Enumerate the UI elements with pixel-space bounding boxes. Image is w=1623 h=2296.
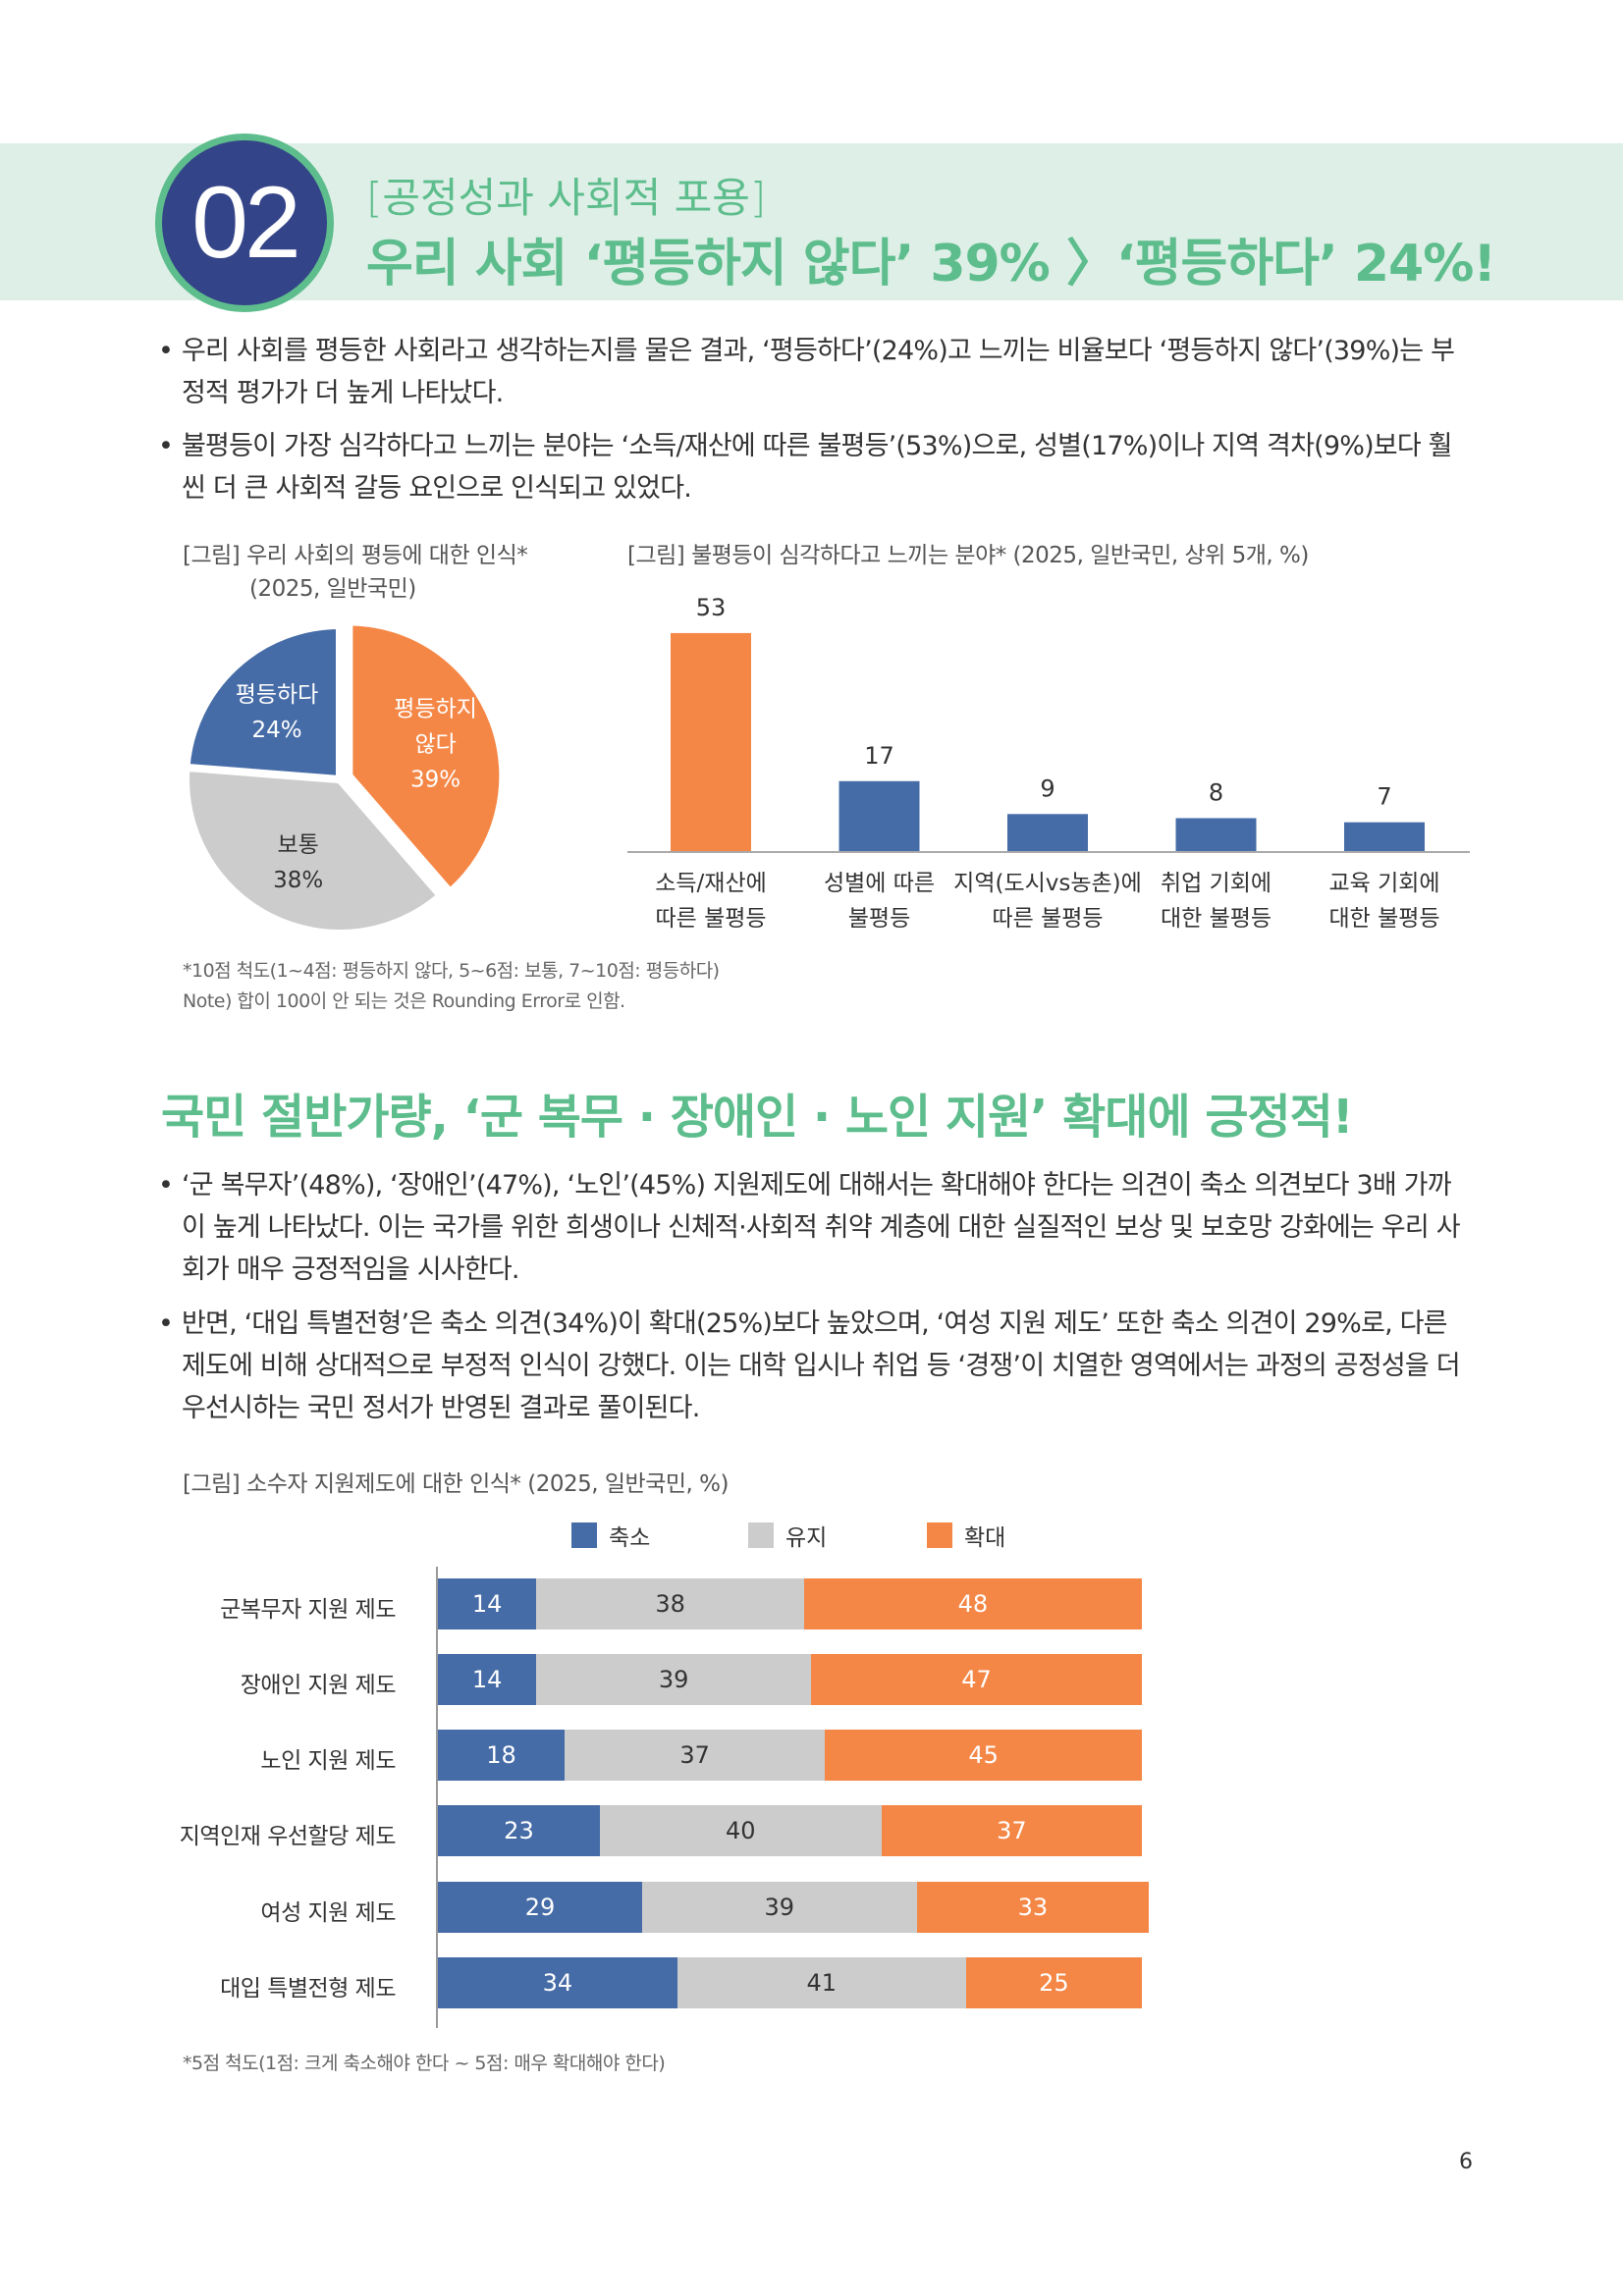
stacked-segment: 39 [536, 1654, 811, 1705]
bar-category-label: 성별에 따른 [824, 871, 935, 896]
pie-label: 평등하지 [394, 697, 477, 722]
stacked-axis [436, 1567, 438, 2028]
row-label: 노인 지원 제도 [260, 1748, 396, 1774]
stacked-caption: [그림] 소수자 지원제도에 대한 인식* (2025, 일반국민, %) [183, 1471, 729, 1497]
stacked-segment: 14 [438, 1578, 537, 1629]
stacked-segment: 39 [641, 1882, 917, 1933]
stacked-segment: 38 [536, 1578, 804, 1629]
pie-label: 않다 [414, 732, 456, 758]
bar [1007, 814, 1088, 851]
legend-item-expand: 확대 [927, 1519, 1005, 1552]
bar-value-label: 8 [1209, 778, 1223, 806]
legend-label: 축소 [609, 1525, 651, 1551]
legend-swatch [571, 1522, 597, 1548]
row-label: 지역인재 우선할당 제도 [179, 1824, 397, 1849]
stacked-segment: 48 [803, 1578, 1142, 1629]
row-label: 장애인 지원 제도 [240, 1673, 397, 1698]
stacked-segment: 29 [438, 1882, 642, 1933]
pie-label: 39% [410, 768, 460, 793]
bar-category-label: 소득/재산에 [655, 871, 767, 896]
bar-value-label: 9 [1040, 774, 1055, 802]
pie-label: 평등하다 [236, 682, 319, 708]
legend-label: 유지 [785, 1525, 828, 1551]
stacked-segment: 25 [965, 1957, 1142, 2008]
legend-item-shrink: 축소 [571, 1519, 650, 1552]
bar [1175, 818, 1257, 851]
stacked-segment: 18 [438, 1730, 566, 1781]
row-label: 군복무자 지원 제도 [220, 1597, 396, 1623]
bar-category-label: 대한 불평등 [1328, 906, 1439, 932]
pie-caption: [그림] 우리 사회의 평등에 대한 인식* [183, 543, 528, 568]
stacked-segment: 23 [438, 1805, 600, 1856]
legend-swatch [927, 1522, 952, 1548]
bullet-2: 불평등이 가장 심각하다고 느끼는 분야는 ‘소득/재산에 따른 불평등’(53… [158, 425, 1474, 509]
bar-value-label: 7 [1377, 783, 1391, 811]
bar-category-label: 불평등 [848, 906, 910, 932]
section2-title: 국민 절반가량, ‘군 복무 · 장애인 · 노인 지원’ 확대에 긍정적! [161, 1090, 1354, 1145]
stacked-segment: 47 [811, 1654, 1142, 1705]
bar-category-label: 지역(도시vs농촌)에 [953, 871, 1142, 896]
section-subtitle: [공정성과 사회적 포용] [366, 174, 767, 222]
stacked-segment: 40 [599, 1805, 882, 1856]
row-label: 여성 지원 제도 [260, 1900, 396, 1926]
bar-value-label: 17 [864, 742, 894, 770]
stacked-segment: 37 [881, 1805, 1142, 1856]
section-number-badge: 02 [155, 133, 334, 312]
pie-caption-2: (2025, 일반국민) [249, 576, 416, 602]
pie-slice [182, 763, 447, 937]
bar [1344, 822, 1425, 851]
legend-item-keep: 유지 [748, 1519, 827, 1552]
stacked-segment: 33 [916, 1882, 1150, 1933]
bar [839, 780, 920, 851]
pie-label: 38% [273, 868, 323, 893]
legend-label: 확대 [964, 1525, 1006, 1551]
stacked-segment: 41 [676, 1957, 966, 2008]
stacked-segment: 37 [565, 1730, 826, 1781]
pie-note-2: Note) 합이 100이 안 되는 것은 Rounding Error로 인함… [183, 990, 625, 1012]
bar-category-label: 따른 불평등 [992, 906, 1103, 932]
bar-category-label: 대한 불평등 [1161, 906, 1271, 932]
pie-label: 24% [251, 718, 301, 743]
stacked-segment: 14 [438, 1654, 537, 1705]
bar-caption: [그림] 불평등이 심각하다고 느끼는 분야* (2025, 일반국민, 상위 … [627, 543, 1309, 568]
bar-category-label: 취업 기회에 [1161, 871, 1271, 896]
bar-category-label: 따른 불평등 [655, 906, 766, 932]
bar-category-label: 교육 기회에 [1328, 871, 1439, 896]
bullet-1: 우리 사회를 평등한 사회라고 생각하는지를 물은 결과, ‘평등하다’(24%… [158, 330, 1474, 414]
pie-slice [345, 617, 508, 898]
stacked-segment: 34 [438, 1957, 677, 2008]
row-label: 대입 특별전형 제도 [220, 1976, 396, 2002]
pie-label: 보통 [277, 832, 318, 858]
bar [671, 632, 751, 851]
pie-note-1: *10점 척도(1~4점: 평등하지 않다, 5~6점: 보통, 7~10점: … [183, 960, 720, 982]
pie-slice [182, 620, 344, 784]
section-title: 우리 사회 ‘평등하지 않다’ 39% 〉‘평등하다’ 24%! [366, 235, 1496, 294]
bullet-4: 반면, ‘대입 특별전형’은 축소 의견(34%)이 확대(25%)보다 높았으… [158, 1303, 1474, 1429]
page-number: 6 [1459, 2150, 1473, 2174]
legend-swatch [748, 1522, 774, 1548]
bar-value-label: 53 [696, 594, 727, 621]
bullet-3: ‘군 복무자’(48%), ‘장애인’(47%), ‘노인’(45%) 지원제도… [158, 1164, 1474, 1291]
stacked-segment: 45 [825, 1730, 1142, 1781]
stacked-note: *5점 척도(1점: 크게 축소해야 한다 ~ 5점: 매우 확대해야 한다) [183, 2053, 666, 2074]
